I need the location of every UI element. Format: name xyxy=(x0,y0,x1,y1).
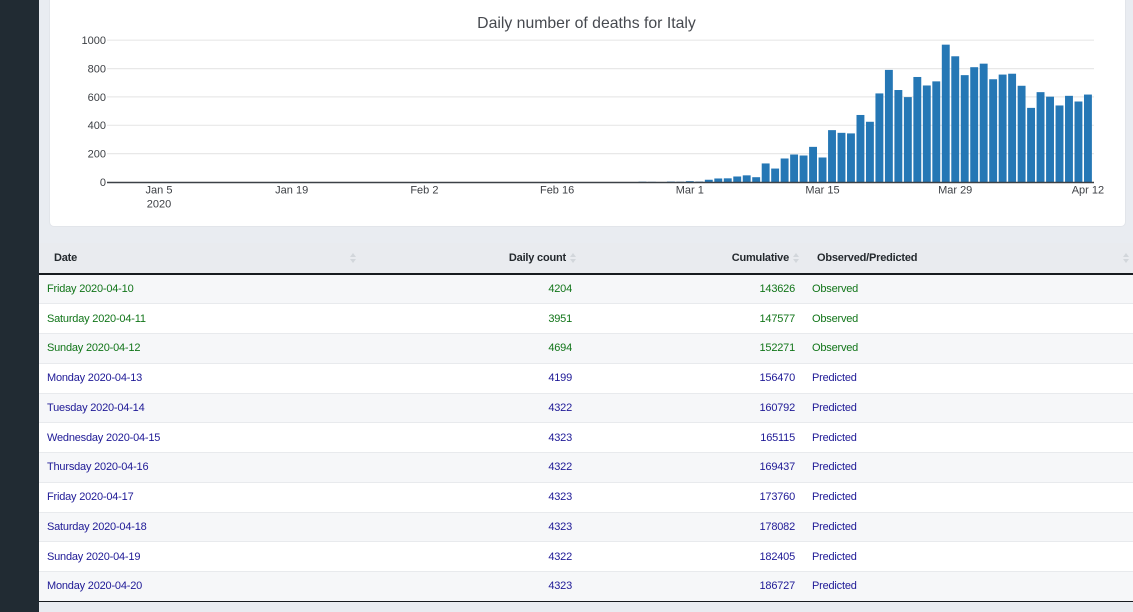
svg-text:Daily number of deaths for Ita: Daily number of deaths for Italy xyxy=(477,15,696,32)
svg-text:200: 200 xyxy=(88,149,106,161)
svg-text:Mar 15: Mar 15 xyxy=(805,185,839,197)
svg-text:Jan 19: Jan 19 xyxy=(275,185,308,197)
svg-text:Apr 12: Apr 12 xyxy=(1072,185,1104,197)
svg-text:400: 400 xyxy=(88,120,106,132)
svg-text:Mar 29: Mar 29 xyxy=(938,185,972,197)
svg-text:Jan 5: Jan 5 xyxy=(146,185,173,197)
svg-text:600: 600 xyxy=(88,92,106,104)
svg-text:800: 800 xyxy=(88,64,106,76)
svg-text:0: 0 xyxy=(100,177,106,189)
svg-text:2020: 2020 xyxy=(147,199,171,211)
svg-text:Feb 16: Feb 16 xyxy=(540,185,574,197)
svg-text:Mar 1: Mar 1 xyxy=(676,185,704,197)
svg-text:Feb 2: Feb 2 xyxy=(410,185,438,197)
svg-text:1000: 1000 xyxy=(82,35,106,47)
